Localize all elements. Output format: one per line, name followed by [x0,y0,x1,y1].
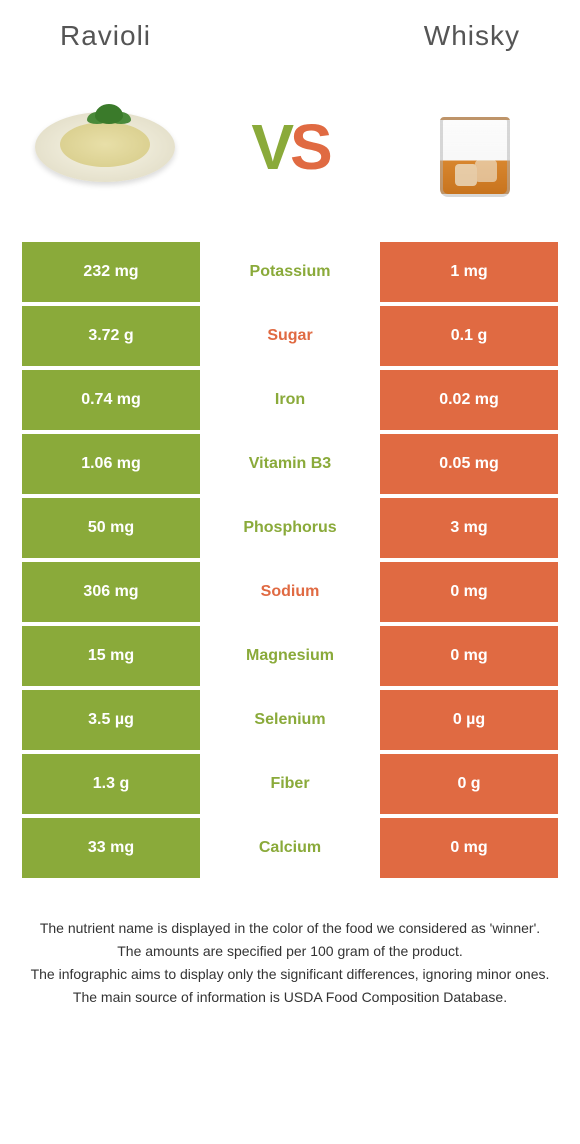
nutrient-name: Sodium [200,562,380,622]
table-row: 306 mgSodium0 mg [22,562,558,622]
right-value: 0 mg [380,626,558,686]
ravioli-image [30,92,180,202]
footnote-line: The main source of information is USDA F… [30,987,550,1008]
left-value: 33 mg [22,818,200,878]
right-value: 0.05 mg [380,434,558,494]
glass-icon [430,97,520,197]
table-row: 3.72 gSugar0.1 g [22,306,558,366]
left-value: 50 mg [22,498,200,558]
table-row: 1.3 gFiber0 g [22,754,558,814]
vs-s-letter: S [290,111,329,183]
table-row: 15 mgMagnesium0 mg [22,626,558,686]
vs-row: VS [0,62,580,242]
right-value: 0.1 g [380,306,558,366]
footnote-line: The infographic aims to display only the… [30,964,550,985]
nutrient-name: Selenium [200,690,380,750]
right-value: 1 mg [380,242,558,302]
nutrient-table: 232 mgPotassium1 mg3.72 gSugar0.1 g0.74 … [22,242,558,878]
left-value: 306 mg [22,562,200,622]
nutrient-name: Potassium [200,242,380,302]
plate-icon [35,112,175,182]
nutrient-name: Iron [200,370,380,430]
nutrient-name: Magnesium [200,626,380,686]
footnote-line: The nutrient name is displayed in the co… [30,918,550,939]
left-value: 0.74 mg [22,370,200,430]
right-value: 0 mg [380,562,558,622]
nutrient-name: Calcium [200,818,380,878]
table-row: 3.5 µgSelenium0 µg [22,690,558,750]
left-value: 1.3 g [22,754,200,814]
table-row: 0.74 mgIron0.02 mg [22,370,558,430]
nutrient-name: Vitamin B3 [200,434,380,494]
left-value: 1.06 mg [22,434,200,494]
vs-label: VS [251,110,328,184]
table-row: 50 mgPhosphorus3 mg [22,498,558,558]
right-value: 3 mg [380,498,558,558]
footnote-line: The amounts are specified per 100 gram o… [30,941,550,962]
footnote: The nutrient name is displayed in the co… [30,918,550,1008]
left-value: 3.5 µg [22,690,200,750]
right-value: 0 mg [380,818,558,878]
vs-v-letter: V [251,111,290,183]
left-value: 232 mg [22,242,200,302]
nutrient-name: Phosphorus [200,498,380,558]
nutrient-name: Sugar [200,306,380,366]
left-value: 3.72 g [22,306,200,366]
left-value: 15 mg [22,626,200,686]
right-value: 0 µg [380,690,558,750]
right-value: 0.02 mg [380,370,558,430]
header: Ravioli Whisky [0,0,580,62]
nutrient-name: Fiber [200,754,380,814]
table-row: 1.06 mgVitamin B30.05 mg [22,434,558,494]
right-value: 0 g [380,754,558,814]
table-row: 33 mgCalcium0 mg [22,818,558,878]
left-food-title: Ravioli [60,20,151,52]
right-food-title: Whisky [424,20,520,52]
table-row: 232 mgPotassium1 mg [22,242,558,302]
whisky-image [400,92,550,202]
